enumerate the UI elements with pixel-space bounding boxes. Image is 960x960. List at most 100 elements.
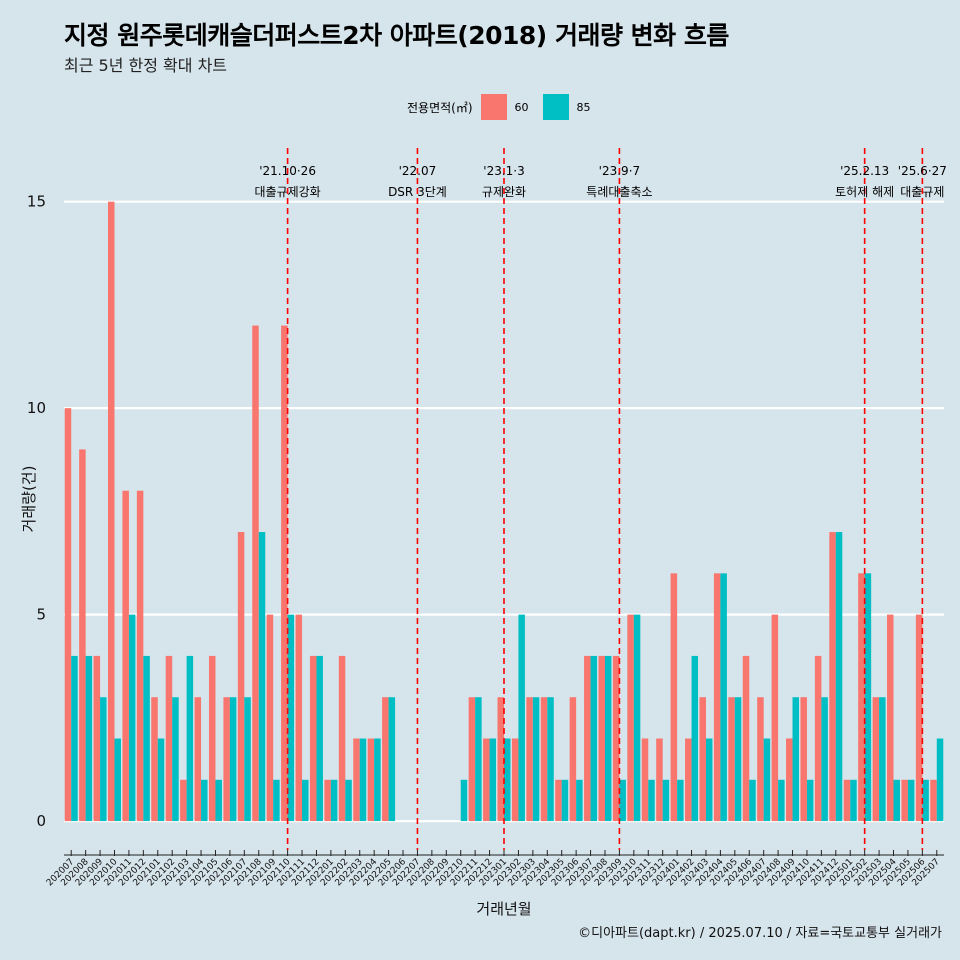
bar-60-202411 xyxy=(814,655,822,822)
bar-85-202406 xyxy=(749,779,756,822)
bar-85-202108 xyxy=(258,532,266,822)
bar-60-202502 xyxy=(858,573,865,822)
bar-60-202201 xyxy=(324,779,331,822)
bar-85-202407 xyxy=(763,738,771,822)
bar-85-202201 xyxy=(330,779,338,822)
source-caption: ©디아파트(dapt.kr) / 2025.07.10 / 자료=국토교통부 실… xyxy=(578,926,942,941)
bar-85-202202 xyxy=(345,779,352,822)
y-axis-title: 거래량(건) xyxy=(20,466,38,533)
bar-85-202312 xyxy=(662,779,670,822)
bar-85-202101 xyxy=(157,738,165,822)
bar-85-202309 xyxy=(619,779,626,822)
bar-85-202304 xyxy=(547,697,554,822)
bar-85-202307 xyxy=(590,655,598,822)
bar-60-202102 xyxy=(165,655,173,822)
bar-85-202505 xyxy=(907,779,915,822)
bar-60-202303 xyxy=(526,697,533,822)
chart-title: 지정 원주롯데캐슬더퍼스트2차 아파트(2018) 거래량 변화 흐름 xyxy=(64,21,729,50)
bar-85-202404 xyxy=(720,573,727,822)
event-label-date-6: '25.6·27 xyxy=(898,164,947,178)
bar-85-202302 xyxy=(518,614,525,822)
bar-60-202203 xyxy=(353,738,360,822)
bar-60-202104 xyxy=(194,697,202,822)
bar-85-202403 xyxy=(705,738,713,822)
bar-60-202308 xyxy=(598,655,605,822)
legend: 전용면적(㎡) 60 85 xyxy=(407,93,605,121)
bar-85-202412 xyxy=(835,532,843,822)
bar-85-202112 xyxy=(316,655,323,822)
bar-85-202507 xyxy=(936,738,944,822)
bar-60-202007 xyxy=(64,408,72,822)
event-label-date-5: '25.2.13 xyxy=(840,164,889,178)
bar-85-202310 xyxy=(633,614,641,822)
event-label-date-4: '23.9·7 xyxy=(599,164,640,178)
bar-85-202306 xyxy=(576,779,583,822)
legend-swatch-85 xyxy=(542,94,569,120)
bar-60-202010 xyxy=(108,201,115,822)
bar-60-202111 xyxy=(295,614,303,822)
bar-60-202401 xyxy=(670,573,678,822)
bar-60-202406 xyxy=(742,655,750,822)
bar-85-202401 xyxy=(677,779,684,822)
bar-60-202302 xyxy=(511,738,519,822)
bar-85-202104 xyxy=(201,779,208,822)
bar-60-202212 xyxy=(483,738,490,822)
bar-85-202504 xyxy=(893,779,900,822)
bar-85-202410 xyxy=(806,779,814,822)
bar-85-202305 xyxy=(561,779,569,822)
bar-85-202009 xyxy=(100,697,107,822)
bar-60-202211 xyxy=(468,697,476,822)
event-label-date-3: '23.1·3 xyxy=(483,164,524,178)
bar-85-202012 xyxy=(143,655,150,822)
bar-85-202506 xyxy=(922,779,929,822)
event-label-desc-6: 대출규제 xyxy=(900,185,944,199)
bar-85-202107 xyxy=(244,697,251,822)
bar-85-202103 xyxy=(186,655,194,822)
bar-85-202109 xyxy=(273,779,280,822)
bar-60-202409 xyxy=(786,738,793,822)
bar-60-202405 xyxy=(728,697,735,822)
bar-85-202408 xyxy=(778,779,785,822)
bar-85-202301 xyxy=(504,738,511,822)
bar-60-202309 xyxy=(612,655,620,822)
bar-85-202204 xyxy=(374,738,381,822)
y-tick-label: 10 xyxy=(27,399,46,417)
bar-85-202502 xyxy=(864,573,872,822)
bar-85-202007 xyxy=(71,655,78,822)
bar-60-202008 xyxy=(79,449,86,822)
bar-60-202012 xyxy=(136,490,144,822)
bar-85-202210 xyxy=(460,779,468,822)
bar-60-202501 xyxy=(843,779,851,822)
event-label-desc-3: 규제완화 xyxy=(482,185,526,199)
chart-subtitle: 최근 5년 한정 확대 차트 xyxy=(64,56,228,75)
bar-85-202503 xyxy=(879,697,886,822)
bar-60-202110 xyxy=(281,325,288,822)
bar-60-202305 xyxy=(555,779,562,822)
bar-60-202202 xyxy=(338,655,346,822)
bar-85-202402 xyxy=(691,655,699,822)
bar-60-202504 xyxy=(887,614,894,822)
bar-60-202105 xyxy=(208,655,216,822)
bar-60-202310 xyxy=(627,614,634,822)
bar-60-202402 xyxy=(685,738,692,822)
legend-swatch-60 xyxy=(480,94,507,120)
bar-60-202101 xyxy=(151,697,158,822)
bar-85-202211 xyxy=(475,697,482,822)
y-tick-label: 5 xyxy=(36,606,46,624)
event-label-desc-4: 특례대출축소 xyxy=(586,185,652,199)
bar-60-202404 xyxy=(713,573,721,822)
bar-60-202107 xyxy=(237,532,245,822)
bar-85-202105 xyxy=(215,779,222,822)
legend-title: 전용면적(㎡) xyxy=(407,100,473,115)
bar-60-202312 xyxy=(656,738,663,822)
x-axis-title: 거래년월 xyxy=(476,900,531,918)
bar-60-202109 xyxy=(266,614,274,822)
event-label-desc-1: 대출규제강화 xyxy=(254,185,320,199)
bar-85-202501 xyxy=(850,779,857,822)
bar-60-202106 xyxy=(223,697,230,822)
bar-85-202110 xyxy=(287,614,295,822)
bar-60-202112 xyxy=(309,655,317,822)
event-label-date-2: '22.07 xyxy=(399,164,437,178)
legend-label-85: 85 xyxy=(576,100,591,114)
bar-60-202408 xyxy=(771,614,779,822)
